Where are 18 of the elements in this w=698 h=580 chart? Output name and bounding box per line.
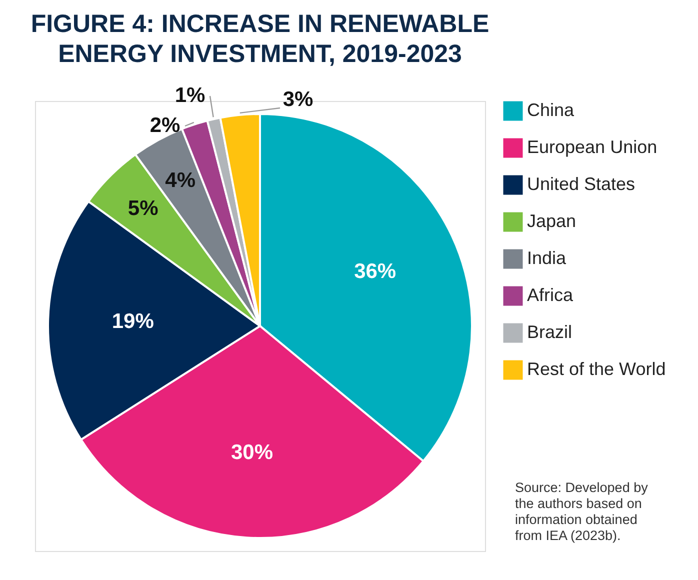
data-label: 2% [150,114,180,137]
chart-title: FIGURE 4: INCREASE IN RENEWABLE ENERGY INVESTMENT, 2019-2023 [30,10,490,68]
data-label: 5% [128,197,159,220]
legend-label: European Union [527,137,658,157]
legend-label: India [527,248,568,268]
source-note: Source: Developed by the authors based on information obtained from IEA (2023b). [515,480,648,543]
legend-label: Brazil [527,322,572,342]
legend-label: Africa [527,285,574,305]
data-label: 3% [282,88,314,111]
legend-label: Japan [527,211,576,231]
data-label: 36% [354,260,396,283]
data-label: 30% [230,440,274,464]
legend-label: Rest of the World [527,359,666,379]
data-label: 4% [165,169,196,192]
legend-label: United States [527,174,636,194]
data-label: 1% [174,84,206,107]
legend-label: China [527,100,576,120]
data-label: 19% [112,310,154,334]
